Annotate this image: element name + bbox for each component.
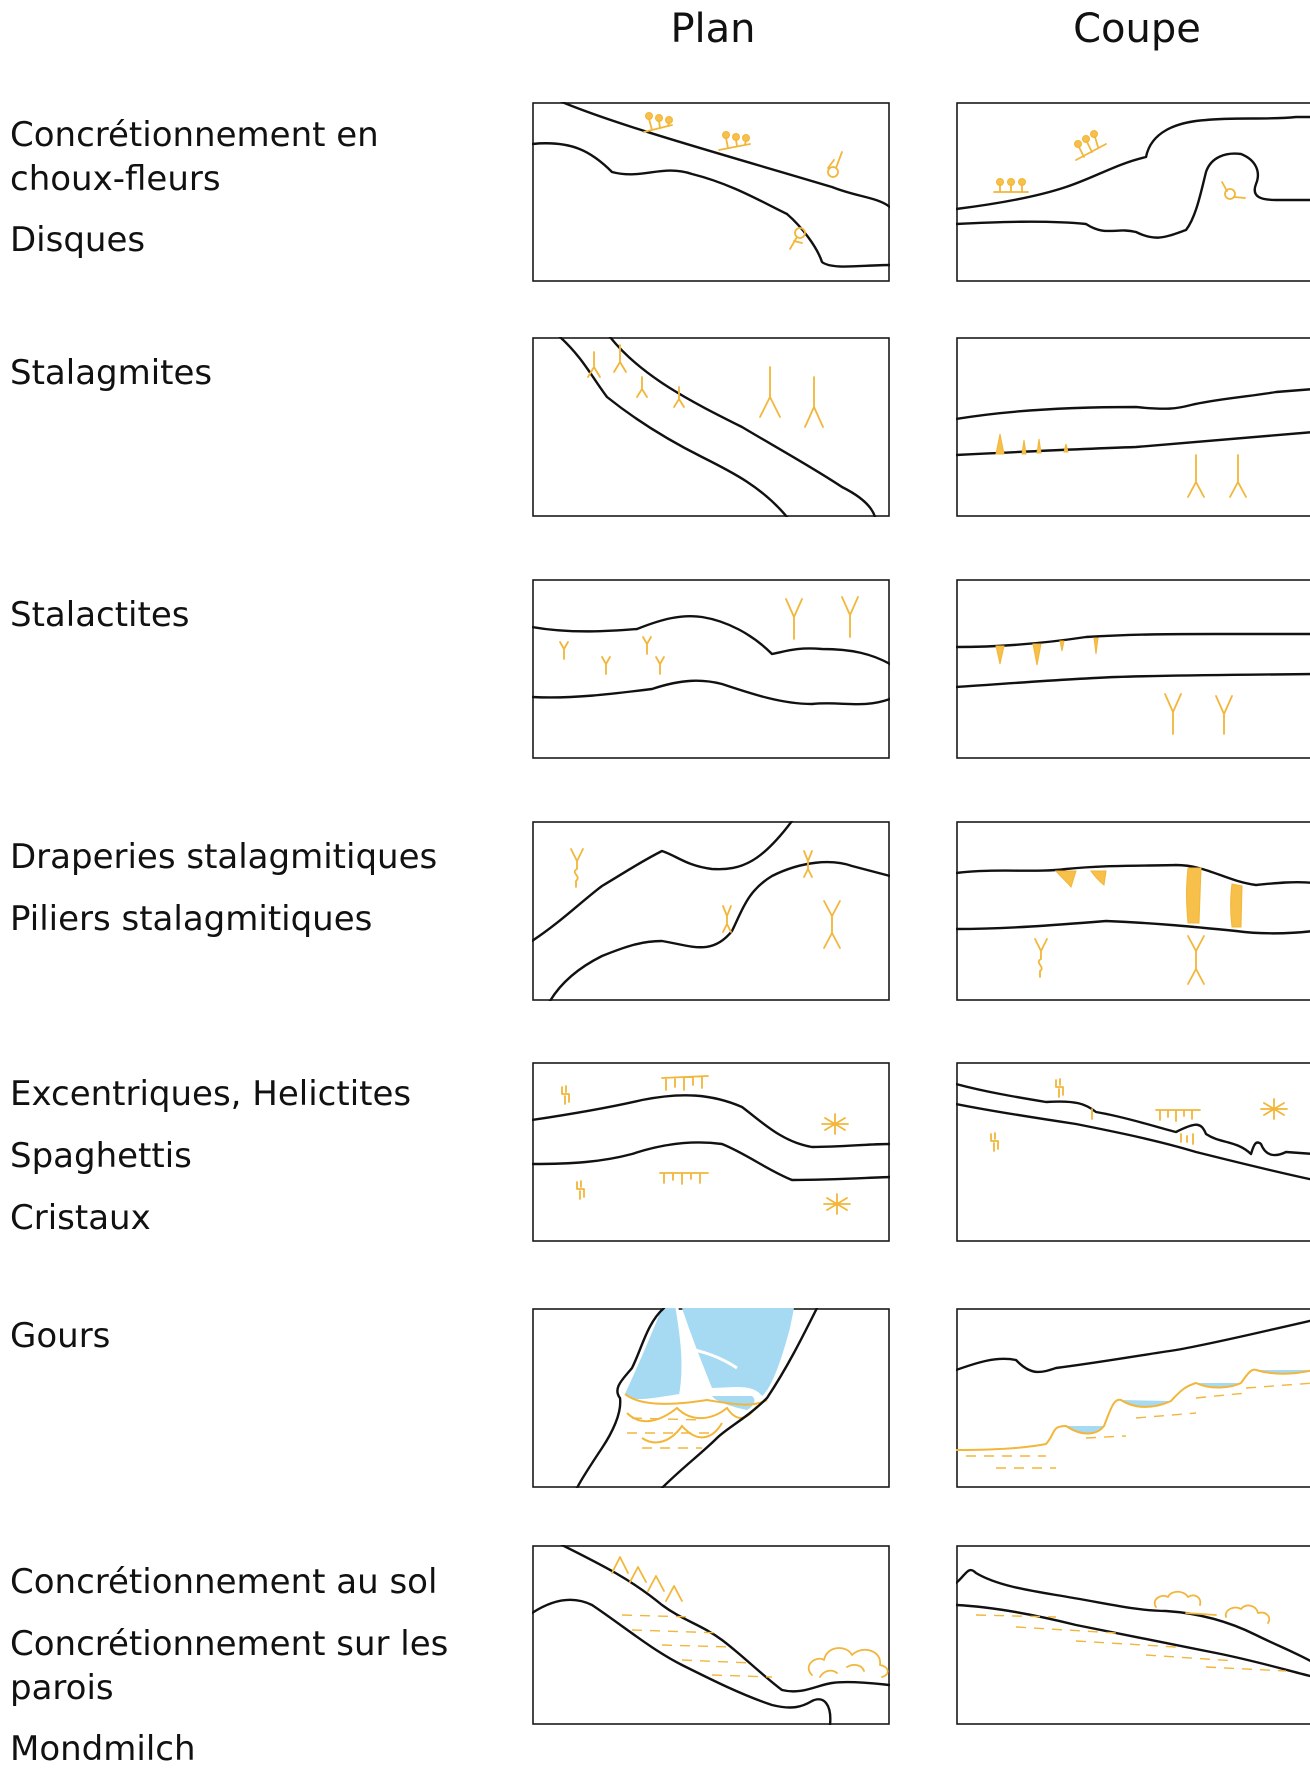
spaghettis-symbol <box>1155 1109 1201 1122</box>
stalactite-coupe-shape <box>1059 640 1065 652</box>
stalactite-symbol <box>1164 693 1182 735</box>
label-choux-fleurs-1: Concrétionnement en <box>10 115 379 155</box>
label-disques: Disques <box>10 220 146 260</box>
plan-panel-stalactites <box>532 579 890 759</box>
draperie-coupe-shape <box>1090 870 1107 886</box>
plan-panel-choux-fleurs <box>532 102 890 282</box>
choux-fleurs-symbol <box>1074 130 1107 161</box>
plan-panel-draperies <box>532 821 890 1001</box>
column-header-plan: Plan <box>670 6 756 52</box>
gour-water <box>682 1308 794 1396</box>
label-gours: Gours <box>10 1316 111 1356</box>
concretionnement-sol-symbol <box>621 1614 773 1678</box>
stalagmite-coupe-shape <box>995 433 1005 455</box>
label-concretionnement-parois-1: Concrétionnement sur les <box>10 1624 449 1664</box>
plan-panel-concretionnement <box>532 1545 890 1725</box>
floor-deposit <box>627 1417 712 1449</box>
stalagmite-coupe-shape <box>1021 439 1027 455</box>
plan-panel-gours <box>532 1308 890 1488</box>
stalagmite-symbol <box>587 351 601 378</box>
label-cristaux: Cristaux <box>10 1198 151 1238</box>
plan-panel-stalagmites <box>532 337 890 517</box>
coupe-panel-draperies <box>956 821 1310 1001</box>
gour-dams <box>956 1368 1310 1451</box>
draperie-symbol <box>1034 938 1048 978</box>
stalactite-symbol <box>841 596 859 638</box>
concretionnement-parois-symbol <box>611 1556 683 1602</box>
pilier-coupe-shape <box>1230 883 1243 928</box>
stalagmite-symbol <box>673 386 685 408</box>
excentrique-symbol <box>990 1132 999 1152</box>
stalactite-coupe-shape <box>1093 637 1099 655</box>
coupe-panel-concretionnement <box>956 1545 1310 1725</box>
stalagmite-symbol <box>1187 454 1205 498</box>
spaghettis-symbol <box>659 1172 709 1185</box>
label-stalactites: Stalactites <box>10 595 190 635</box>
disque-symbol <box>789 227 806 250</box>
label-concretionnement-parois-2: parois <box>10 1668 114 1708</box>
coupe-panel-gours <box>956 1308 1310 1488</box>
cristaux-symbol <box>823 1193 851 1215</box>
stalactite-symbol <box>601 656 611 675</box>
pilier-symbol <box>722 905 732 933</box>
floor-deposit <box>966 1382 1310 1469</box>
excentrique-symbol <box>576 1180 585 1200</box>
pilier-symbol <box>1187 935 1205 985</box>
stalactite-symbol <box>642 636 652 655</box>
cristaux-symbol <box>1260 1098 1288 1120</box>
label-choux-fleurs-2: choux-fleurs <box>10 159 221 199</box>
pilier-coupe-shape <box>1186 867 1202 924</box>
coupe-panel-stalagmites <box>956 337 1310 517</box>
gour-water <box>625 1308 684 1400</box>
choux-fleurs-symbol <box>993 178 1029 193</box>
pilier-symbol <box>823 900 841 949</box>
label-piliers: Piliers stalagmitiques <box>10 899 373 939</box>
spaghettis-symbol <box>661 1075 709 1091</box>
disque-symbol <box>1221 181 1246 200</box>
stalagmite-symbol <box>636 376 648 398</box>
label-mondmilch: Mondmilch <box>10 1729 196 1769</box>
choux-fleurs-symbol <box>718 131 751 151</box>
label-stalagmites: Stalagmites <box>10 353 213 393</box>
label-draperies: Draperies stalagmitiques <box>10 837 438 877</box>
label-concretionnement-sol: Concrétionnement au sol <box>10 1562 438 1602</box>
choux-fleurs-symbol <box>643 112 673 133</box>
coupe-panel-choux-fleurs <box>956 102 1310 282</box>
excentrique-symbol <box>561 1085 570 1105</box>
stalactite-coupe-shape <box>1032 643 1042 666</box>
stalagmite-symbol <box>613 344 627 373</box>
draperie-symbol <box>570 848 584 888</box>
coupe-panel-stalactites <box>956 579 1310 759</box>
stalagmite-coupe-shape <box>1063 443 1069 453</box>
cristaux-symbol <box>821 1113 849 1135</box>
plan-panel-excentriques <box>532 1062 890 1242</box>
stalactite-symbol <box>655 656 665 675</box>
stalactite-coupe-shape <box>995 645 1005 665</box>
excentrique-symbol <box>1055 1078 1064 1098</box>
draperie-coupe-shape <box>1054 870 1077 889</box>
stalactite-symbol <box>785 598 803 640</box>
pilier-symbol <box>803 850 813 878</box>
mondmilch-symbol <box>807 1647 889 1678</box>
label-excentriques: Excentriques, Helictites <box>10 1074 412 1114</box>
label-spaghettis: Spaghettis <box>10 1136 192 1176</box>
stalactite-symbol <box>1215 695 1233 735</box>
stalagmite-coupe-shape <box>1036 438 1042 454</box>
stalactite-symbol <box>559 641 569 660</box>
stalagmite-symbol <box>1229 454 1247 498</box>
stalagmite-symbol <box>759 366 781 418</box>
stalagmite-symbol <box>804 376 824 428</box>
mondmilch-symbol <box>1153 1590 1271 1624</box>
spaghettis-symbol <box>1180 1133 1194 1145</box>
disque-symbol <box>827 151 843 178</box>
concretionnement-sol-symbol <box>975 1614 1287 1672</box>
coupe-panel-excentriques <box>956 1062 1310 1242</box>
column-header-coupe: Coupe <box>1073 6 1201 52</box>
